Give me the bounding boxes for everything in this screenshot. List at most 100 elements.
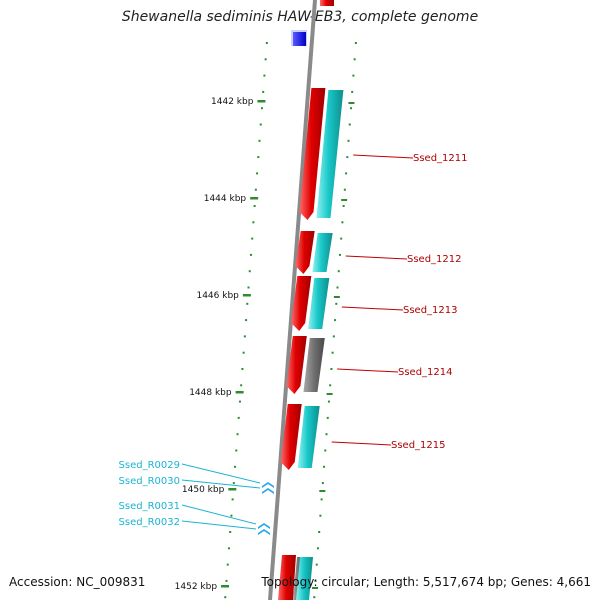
minor-tick — [343, 188, 346, 191]
minor-tick — [341, 221, 344, 224]
partial-reverse-cds-bottom — [296, 557, 313, 600]
minor-tick — [265, 42, 268, 44]
minor-tick — [253, 205, 256, 207]
minor-tick — [259, 123, 262, 126]
map-title: Shewanella sediminis HAW-EB3, complete g… — [121, 9, 479, 25]
minor-tick — [337, 270, 340, 273]
minor-tick — [232, 482, 235, 485]
minor-tick — [352, 74, 355, 77]
ruler-minor-ticks-right — [313, 42, 357, 599]
ruler-minor-ticks-left — [224, 42, 268, 599]
minor-tick — [330, 368, 333, 370]
major-tick-right — [341, 199, 348, 201]
rna-feature — [258, 523, 270, 529]
minor-tick — [237, 416, 240, 419]
minor-tick — [331, 351, 334, 354]
minor-tick — [247, 286, 250, 289]
major-tick-right — [333, 296, 340, 298]
minor-tick — [252, 221, 255, 224]
gene-features: Ssed_1211 Ssed_1212 Ssed_1213 Ssed_1214 Ssed… — [280, 88, 468, 470]
rna-label[interactable]: Ssed_R0030 — [119, 476, 180, 487]
rna-label[interactable]: Ssed_R0032 — [119, 517, 180, 528]
gene-label[interactable]: Ssed_1213 — [403, 305, 458, 316]
forward-cds — [299, 88, 326, 220]
genome-backbone — [268, 0, 317, 600]
gene-label[interactable]: Ssed_1214 — [398, 367, 453, 378]
minor-tick — [324, 449, 327, 452]
rna-feature — [262, 482, 274, 488]
ruler-tick-label: 1444 kbp — [204, 194, 247, 204]
companion-cds — [303, 338, 325, 392]
minor-tick — [316, 547, 319, 550]
minor-tick — [342, 205, 345, 207]
minor-tick — [264, 58, 267, 61]
gene-label[interactable]: Ssed_1211 — [413, 153, 468, 164]
companion-cds — [308, 278, 330, 329]
minor-tick — [227, 547, 230, 550]
gene-label-leader — [337, 368, 399, 373]
rna-feature-top — [293, 32, 306, 46]
rna-features: Ssed_R0029 Ssed_R0030 Ssed_R0031 Ssed_R0032 — [119, 460, 274, 535]
rna-label[interactable]: Ssed_R0029 — [119, 460, 180, 471]
feature-tracks — [291, 0, 334, 46]
minor-tick — [234, 465, 237, 468]
gene-label[interactable]: Ssed_1215 — [391, 440, 446, 451]
minor-tick — [313, 596, 316, 599]
major-tick-right — [348, 102, 355, 104]
minor-tick — [323, 465, 326, 468]
minor-tick — [346, 156, 349, 159]
major-tick — [257, 100, 266, 103]
partial-forward-cds-bottom — [278, 555, 296, 600]
ruler-tick-label: 1452 kbp — [175, 582, 218, 592]
ruler: 1442 kbp 1444 kbp 1446 kbp 1448 kbp 1450 kbp… — [175, 97, 355, 592]
minor-tick — [231, 498, 234, 501]
ruler-tick-label: 1448 kbp — [189, 388, 232, 398]
gene-label[interactable]: Ssed_1212 — [407, 254, 462, 265]
minor-tick — [325, 433, 328, 436]
minor-tick — [246, 302, 249, 305]
minor-tick — [314, 579, 317, 582]
minor-tick — [245, 319, 248, 322]
rna-feature — [258, 529, 270, 535]
minor-tick — [338, 253, 341, 256]
rna-label-leader — [181, 520, 257, 530]
minor-tick — [260, 107, 263, 110]
minor-tick — [226, 563, 229, 566]
partial-features-bottom — [278, 555, 313, 600]
major-tick — [235, 391, 244, 394]
minor-tick — [238, 400, 241, 403]
major-tick-right — [312, 587, 319, 589]
minor-tick — [257, 156, 260, 159]
minor-tick — [262, 90, 265, 93]
rna-label[interactable]: Ssed_R0031 — [119, 501, 180, 512]
companion-cds — [312, 233, 333, 272]
gene-label-leader — [353, 154, 414, 159]
ruler-tick-label: 1450 kbp — [182, 485, 225, 495]
minor-tick — [235, 449, 238, 452]
ruler-tick-label: 1442 kbp — [211, 97, 254, 107]
rna-label-leader — [181, 479, 261, 489]
major-tick-right — [319, 490, 326, 492]
minor-tick — [254, 188, 257, 191]
minor-tick — [225, 579, 228, 582]
minor-tick — [318, 531, 321, 533]
minor-tick — [230, 514, 233, 517]
major-tick — [242, 294, 251, 297]
partial-forward-cds-top — [320, 0, 334, 6]
minor-tick — [351, 90, 354, 93]
minor-tick — [334, 319, 337, 322]
major-tick — [250, 197, 259, 200]
rna-label-leader — [181, 463, 261, 484]
minor-tick — [240, 384, 243, 387]
minor-tick — [315, 563, 318, 566]
minor-tick — [249, 253, 252, 256]
accession-text: Accession: NC_009831 — [9, 575, 146, 589]
minor-tick — [243, 335, 246, 338]
rna-label-leader — [181, 504, 257, 525]
minor-tick — [263, 74, 266, 77]
minor-tick — [229, 531, 232, 533]
forward-cds — [286, 336, 307, 394]
minor-tick — [321, 482, 324, 485]
rna-feature — [262, 488, 274, 494]
